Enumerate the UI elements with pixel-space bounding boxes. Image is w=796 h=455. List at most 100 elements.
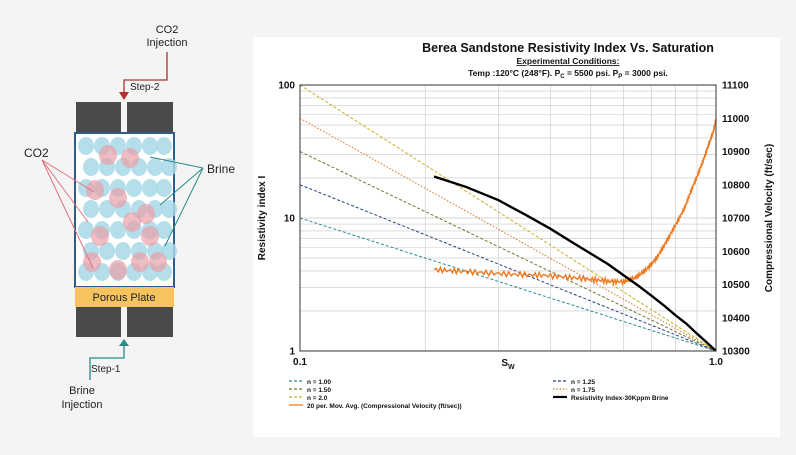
top-end-cap bbox=[76, 102, 121, 133]
temp-condition: Temp :120°C (248°F). bbox=[468, 68, 552, 78]
brine-grain bbox=[142, 179, 158, 197]
brine-callout-label: Brine bbox=[207, 162, 235, 176]
brine-grain bbox=[156, 221, 172, 239]
y-tick-label: 10 bbox=[284, 214, 296, 225]
y2-tick-label: 10600 bbox=[722, 247, 750, 258]
x-tick-label: 0.1 bbox=[293, 357, 307, 368]
y2-tick-label: 10900 bbox=[722, 147, 750, 158]
series-line-n-1-75 bbox=[299, 117, 717, 352]
chart-panel: Berea Sandstone Resistivity Index Vs. Sa… bbox=[253, 37, 780, 437]
brine-injection-line bbox=[89, 345, 125, 380]
chart-title: Berea Sandstone Resistivity Index Vs. Sa… bbox=[422, 41, 714, 55]
brine-injection-label-line1: Brine bbox=[69, 385, 95, 397]
y-tick-label: 100 bbox=[278, 81, 295, 92]
brine-grain bbox=[126, 179, 142, 197]
brine-grain bbox=[78, 221, 94, 239]
series-line-n-2-0 bbox=[299, 84, 717, 352]
top-end-cap-right bbox=[127, 102, 173, 133]
y2-axis-ticks: 10300 10400 10500 10600 10700 10800 10900 11000… bbox=[722, 81, 750, 358]
y-tick-label: 1 bbox=[289, 347, 295, 358]
y2-tick-label: 10700 bbox=[722, 214, 750, 225]
co2-bubble bbox=[109, 188, 127, 208]
y2-axis-label: Compressional Velocity (ft/sec) bbox=[764, 144, 775, 292]
co2-bubble bbox=[137, 204, 155, 224]
step1-label: Step-1 bbox=[91, 364, 121, 375]
series-line-resistivity-index-30kppm-brine bbox=[433, 175, 717, 352]
co2-bubble bbox=[83, 252, 101, 272]
brine-grain bbox=[147, 158, 163, 176]
legend-label: n = 1.75 bbox=[571, 387, 595, 394]
series-line-n-1-50 bbox=[299, 151, 717, 352]
pc-subscript: C bbox=[560, 74, 565, 80]
brine-injection-label-line2: Injection bbox=[62, 399, 103, 411]
y2-tick-label: 11100 bbox=[722, 81, 749, 92]
plot-frame bbox=[299, 84, 717, 352]
co2-bubble bbox=[131, 252, 149, 272]
co2-bubble bbox=[86, 180, 104, 200]
y-axis-ticks: 1 10 100 bbox=[278, 81, 295, 358]
co2-callout-label: CO2 bbox=[24, 146, 49, 160]
legend-label: n = 1.50 bbox=[307, 387, 331, 394]
co2-injection-label-line2: Injection bbox=[147, 37, 188, 49]
porous-plate bbox=[75, 287, 174, 307]
brine-grain bbox=[156, 179, 172, 197]
co2-bubble bbox=[121, 148, 139, 168]
y2-tick-label: 10800 bbox=[722, 180, 750, 191]
x-axis-label-main: S bbox=[501, 358, 508, 369]
co2-bubble bbox=[91, 226, 109, 246]
chart-legend: n = 1.00 n = 1.25 n = 1.50 n = 1.75 n = 2.0 R… bbox=[289, 379, 669, 410]
brine-grain bbox=[99, 242, 115, 260]
y2-tick-label: 10500 bbox=[722, 280, 750, 291]
co2-injection-label-line1: CO2 bbox=[156, 24, 179, 36]
series-line-20-per-mov-avg-compressional-velocity-ft-sec- bbox=[433, 119, 717, 287]
pore-grains bbox=[78, 137, 177, 281]
pc-symbol: P bbox=[555, 68, 561, 78]
y2-tick-label: 11000 bbox=[722, 114, 750, 125]
legend-label: 20 per. Mov. Avg. (Compressional Velocit… bbox=[307, 403, 462, 410]
x-tick-label: 1.0 bbox=[709, 357, 723, 368]
brine-grain bbox=[83, 158, 99, 176]
legend-label: n = 2.0 bbox=[307, 395, 328, 402]
brine-grain bbox=[115, 242, 131, 260]
step2-label: Step-2 bbox=[130, 82, 160, 93]
pp-value: = 3000 psi. bbox=[622, 68, 668, 78]
co2-injection-line bbox=[123, 52, 168, 95]
brine-grain bbox=[161, 242, 177, 260]
co2-arrow-head bbox=[119, 92, 129, 100]
legend-label: Resistivity Index-30Kppm Brine bbox=[571, 395, 669, 402]
legend-label: n = 1.25 bbox=[571, 379, 595, 386]
brine-grain bbox=[161, 158, 177, 176]
y2-tick-label: 10300 bbox=[722, 347, 750, 358]
legend-label: n = 1.00 bbox=[307, 379, 331, 386]
pc-value: = 5500 psi. bbox=[565, 68, 611, 78]
bottom-end-cap-right bbox=[127, 307, 173, 337]
chart-conditions: Temp :120°C (248°F). PC = 5500 psi. PP =… bbox=[468, 68, 668, 80]
brine-grain bbox=[99, 200, 115, 218]
x-axis-label-sub: W bbox=[508, 364, 515, 371]
co2-bubble bbox=[109, 260, 127, 280]
core-flooding-diagram: CO2 Injection Step-2 Porous Plate Step-1… bbox=[24, 24, 235, 411]
brine-pointer-lines bbox=[149, 156, 204, 247]
pp-symbol: P bbox=[613, 68, 619, 78]
brine-grain bbox=[161, 200, 177, 218]
brine-grain bbox=[83, 200, 99, 218]
series-line-n-1-00 bbox=[299, 217, 717, 352]
co2-pointer-lines bbox=[41, 159, 95, 269]
brine-arrow-head bbox=[119, 339, 129, 346]
chart-series bbox=[299, 84, 717, 352]
bottom-end-cap bbox=[76, 307, 121, 337]
series-line-n-1-25 bbox=[299, 184, 717, 352]
brine-grain bbox=[78, 137, 94, 155]
co2-bubble bbox=[123, 212, 141, 232]
brine-grain bbox=[156, 137, 172, 155]
co2-bubble bbox=[141, 226, 159, 246]
x-axis-ticks: 0.1 1.0 bbox=[293, 357, 723, 368]
y-axis-label: Resistivity index I bbox=[257, 176, 268, 261]
y2-tick-label: 10400 bbox=[722, 313, 750, 324]
brine-grain bbox=[110, 221, 126, 239]
resistivity-chart: Berea Sandstone Resistivity Index Vs. Sa… bbox=[257, 41, 775, 410]
pp-subscript: P bbox=[618, 74, 622, 80]
x-axis-label: SW bbox=[501, 358, 515, 371]
brine-grain bbox=[142, 137, 158, 155]
chart-subtitle: Experimental Conditions: bbox=[517, 56, 620, 66]
